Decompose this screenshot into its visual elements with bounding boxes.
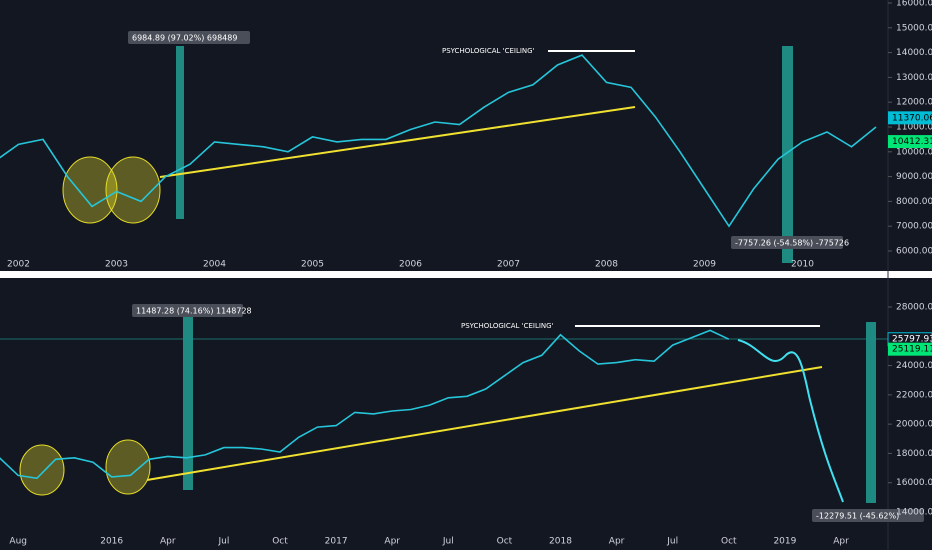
x-tick-label: Jul [666,537,678,547]
highlight-circle [19,444,65,496]
top-drawings: 6984.89 (97.02%) 698489 PSYCHOLOGICAL 'C… [62,31,849,263]
x-tick-label: Oct [721,537,737,547]
y-tick-label: 11000.00 [896,123,932,133]
y-tick-label: 24000.00 [896,361,932,371]
range-bar [866,322,876,503]
annotation-box [812,509,924,522]
range-bar [176,46,184,219]
forecast-path [737,339,844,503]
x-tick-label: Oct [497,537,513,547]
price-label-box [888,342,932,356]
price-label-box [888,111,932,125]
annotation: 6984.89 (97.02%) 698489 [132,34,237,43]
y-tick-label: 6000.00 [896,247,932,257]
x-tick-label: Oct [272,537,288,547]
price-label: 10412.31 [892,137,932,147]
y-tick-label: 14000.00 [896,48,932,58]
x-tick-label: Jul [442,537,454,547]
x-tick-label: 2017 [325,537,348,547]
y-tick-label: 18000.00 [896,449,932,459]
annotation: -7757.26 (-54.58%) -775726 [735,239,849,248]
annotation: 11487.28 (74.16%) 1148728 [136,307,252,316]
x-tick-label: 2008 [595,260,618,270]
price-label: 11370.06 [892,113,932,123]
highlight-circle [105,439,151,495]
x-tick-label: Jul [217,537,229,547]
highlight-circle [62,156,118,224]
x-tick-label: Apr [833,537,849,547]
y-tick-label: 8000.00 [896,197,932,207]
y-tick-label: 15000.00 [896,23,932,33]
bottom-drawings: 11487.28 (74.16%) 1148728 PSYCHOLOGICAL … [0,304,924,522]
y-tick-label: 14000.00 [896,508,932,518]
y-tick-label: 16000.00 [896,478,932,488]
y-tick-label: 12000.00 [896,98,932,108]
x-tick-label: Aug [9,537,27,547]
annotation: PSYCHOLOGICAL 'CEILING' [442,47,535,55]
x-tick-label: 2007 [497,260,520,270]
x-tick-label: 2004 [203,260,226,270]
x-tick-label: Apr [384,537,400,547]
x-tick-label: 2003 [105,260,128,270]
annotation-box [731,236,843,249]
y-tick-label: 10000.00 [896,147,932,157]
trend-line [146,366,823,481]
trend-line [159,106,636,178]
panel-separator [0,271,932,278]
y-tick-label: 22000.00 [896,390,932,400]
annotation: -12279.51 (-45.62%) [816,512,899,521]
y-tick-label: 16000.00 [896,0,932,9]
annotation-box [132,304,243,317]
y-tick-label: 20000.00 [896,420,932,430]
price-line-series [0,329,730,480]
annotation: PSYCHOLOGICAL 'CEILING' [461,322,554,330]
x-tick-label: 2002 [7,260,30,270]
price-label: 25119.11 [892,345,932,355]
range-bar [183,308,193,490]
x-tick-label: 2009 [693,260,716,270]
x-tick-label: 2016 [100,537,123,547]
y-tick-label: 7000.00 [896,222,932,232]
x-tick-label: 2006 [399,260,422,270]
x-tick-label: Apr [609,537,625,547]
x-tick-label: 2010 [791,260,814,270]
x-tick-label: Apr [160,537,176,547]
x-tick-label: 2018 [549,537,572,547]
y-tick-label: 28000.00 [896,303,932,313]
y-tick-label: 13000.00 [896,73,932,83]
price-label: 25797.93 [892,335,932,345]
range-bar [782,46,793,263]
highlight-circle [105,156,161,224]
x-tick-label: 2019 [773,537,796,547]
x-tick-label: 2005 [301,260,324,270]
price-line-series [0,54,877,228]
annotation-box [128,31,250,44]
price-label-box [888,135,932,149]
y-tick-label: 9000.00 [896,172,932,182]
